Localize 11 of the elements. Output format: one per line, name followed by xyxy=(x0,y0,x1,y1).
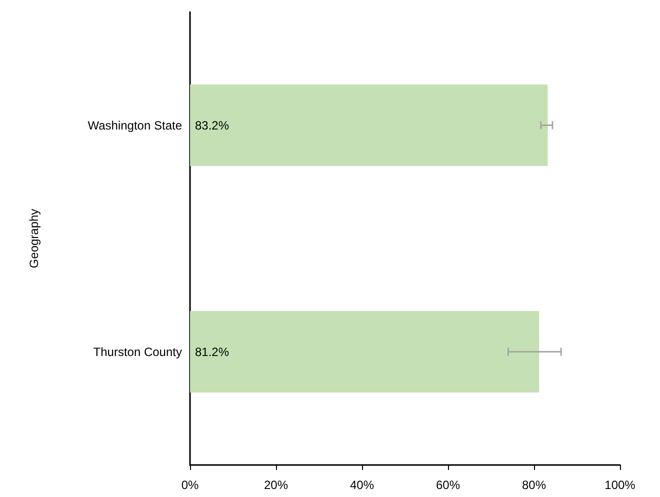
data-label: 83.2% xyxy=(195,118,230,132)
y-tick-label: Thurston County xyxy=(93,344,182,359)
y-tick-label: Washington State xyxy=(88,118,182,132)
x-tick-label: 60% xyxy=(436,478,460,492)
x-tick-label: 0% xyxy=(181,478,199,492)
x-tick-label: 100% xyxy=(604,478,636,492)
data-label: 81.2% xyxy=(195,344,230,359)
x-tick-label: 20% xyxy=(264,478,288,492)
x-tick-label: 80% xyxy=(522,478,546,492)
x-tick-label: 40% xyxy=(350,478,374,492)
y-axis-title: Geography xyxy=(27,208,41,268)
